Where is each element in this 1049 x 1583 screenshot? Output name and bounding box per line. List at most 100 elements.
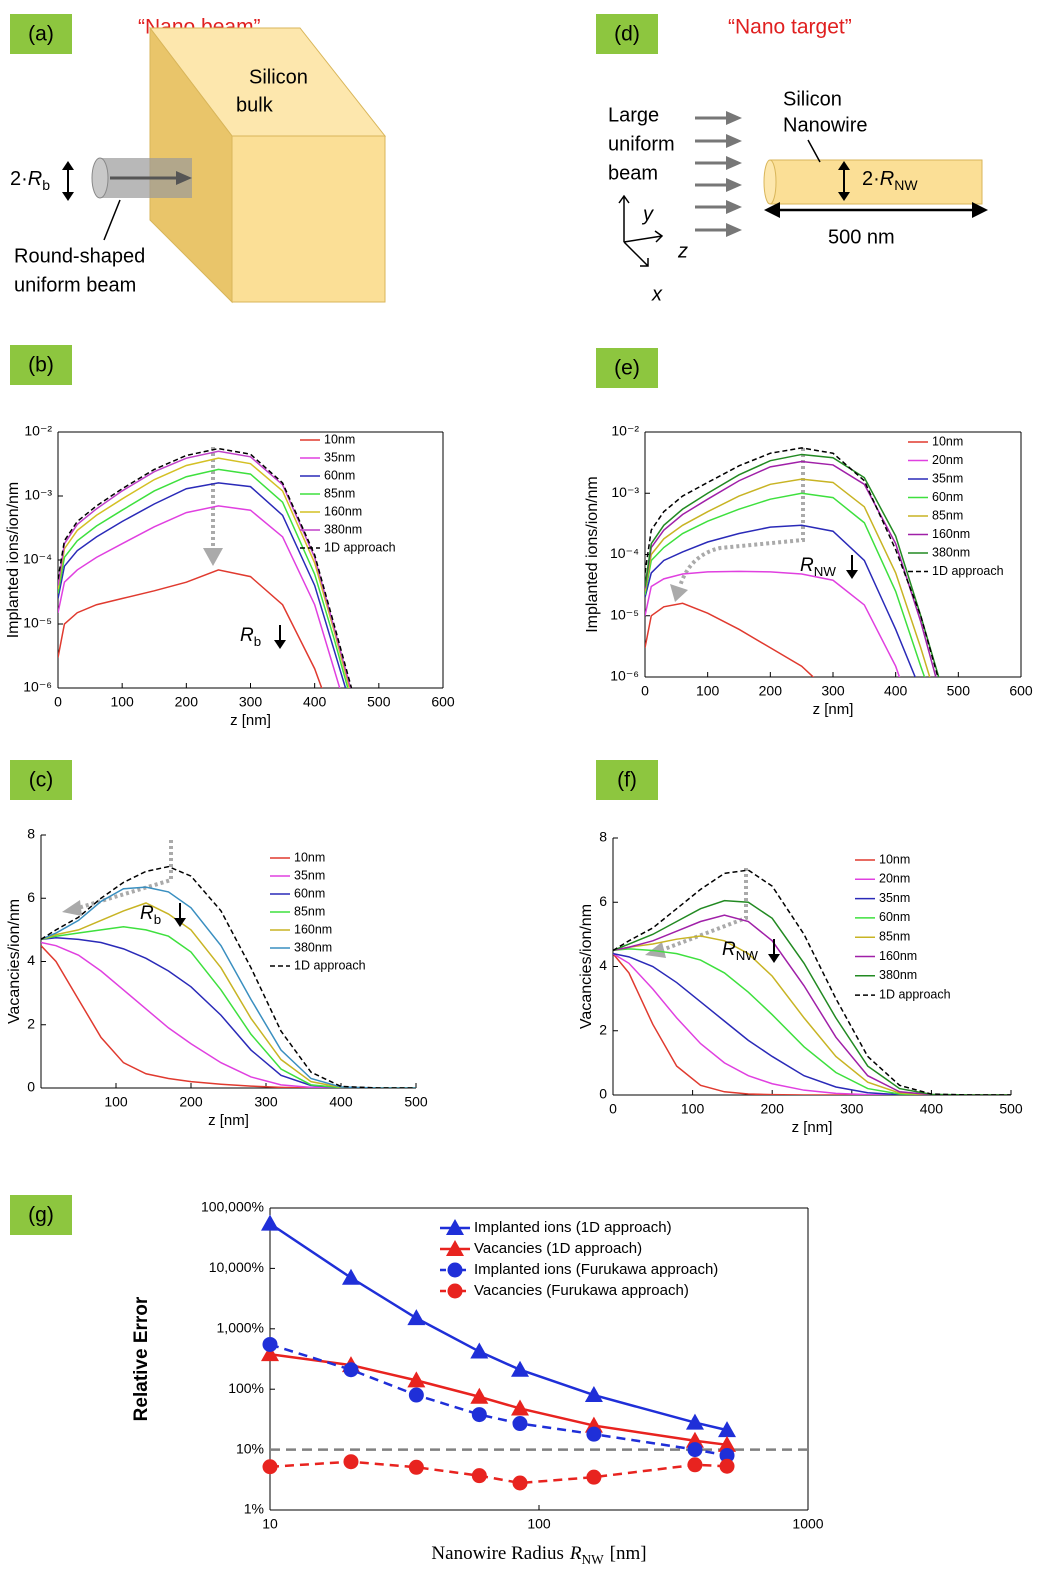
size-arrow-head (838, 192, 850, 201)
x-tick-label: 400 (329, 1094, 353, 1110)
beam-label: Round-shaped (14, 245, 145, 267)
x-tick-label: 1000 (792, 1516, 823, 1532)
y-tick-label: 10⁻³ (611, 484, 639, 500)
marker (719, 1458, 735, 1474)
marker (446, 1219, 464, 1235)
y-tick-label: 10⁻³ (24, 487, 52, 503)
y-tick-label: 10⁻⁶ (610, 668, 639, 684)
size-arrow-head (62, 192, 74, 201)
y-axis-label: Relative Error (131, 1296, 152, 1421)
y-tick-label: 10⁻⁵ (23, 615, 52, 631)
symbol: R (140, 903, 154, 924)
subscript: NW (814, 564, 837, 579)
series-line (58, 482, 347, 688)
series-line (645, 460, 937, 677)
x-tick-label: 100 (681, 1101, 705, 1117)
annotation: Rb (140, 903, 161, 927)
x-tick-label: 0 (54, 694, 62, 710)
x-axis-label: z [nm] (792, 1119, 833, 1136)
annotation-arrow-head (768, 954, 780, 963)
x-tick-label: 400 (920, 1101, 944, 1117)
marker (262, 1336, 278, 1352)
y-tick-label: 10⁻⁶ (23, 679, 52, 695)
nanowire-end (763, 159, 777, 205)
panel-label-box (596, 348, 658, 388)
marker (512, 1416, 528, 1432)
series-line (270, 1343, 728, 1457)
legend-label: 160nm (324, 504, 362, 518)
series-line (645, 524, 916, 677)
marker (685, 1413, 704, 1430)
legend-label: 1D approach (294, 958, 366, 972)
series-line (613, 948, 1011, 1095)
material-label: bulk (236, 94, 274, 116)
legend-label: 160nm (879, 949, 917, 963)
x-tick-label: 0 (609, 1101, 617, 1117)
y-tick-label: 10% (236, 1440, 264, 1456)
x-tick-label: 100 (110, 694, 134, 710)
panel-label-box (596, 760, 658, 800)
marker (408, 1459, 424, 1475)
marker (261, 1214, 279, 1231)
y-tick-label: 6 (599, 893, 607, 909)
length-arrow-head (972, 202, 988, 218)
prefix: 2· (862, 168, 880, 190)
marker (407, 1309, 426, 1326)
beam-label: Large (608, 104, 659, 126)
guide-arrows (77, 447, 805, 952)
x-tick-label: 100 (527, 1516, 551, 1532)
coordinate-axes (618, 194, 664, 267)
leader-line (103, 199, 121, 241)
diameter: 2·RNW (862, 168, 918, 192)
marker (470, 1387, 489, 1404)
symbol: R (880, 168, 894, 190)
legend-label: 35nm (932, 471, 963, 485)
series-line (613, 899, 1011, 1095)
marker (719, 1447, 735, 1463)
annotation-arrow-head (846, 570, 858, 579)
marker (446, 1240, 464, 1256)
marker (586, 1426, 602, 1442)
legend-label: 380nm (324, 522, 362, 536)
annotation-arrow-head (274, 640, 286, 649)
panel-label: (a) (28, 23, 54, 46)
x-tick-label: 300 (254, 1094, 278, 1110)
x-axis-label: z [nm] (813, 701, 854, 718)
leader-line (807, 139, 821, 163)
series-line (41, 925, 416, 1088)
marker (447, 1283, 463, 1299)
length-arrow-head (764, 202, 780, 218)
beam-size: 2·Rb (10, 168, 50, 192)
series-line (645, 492, 926, 677)
x-tick-label: 500 (404, 1094, 428, 1110)
panel-label-box (10, 1195, 72, 1235)
label-text: Nanowire Radius (431, 1543, 563, 1564)
y-tick-label: 8 (27, 826, 35, 842)
series-line (58, 569, 323, 688)
beam-label: beam (608, 162, 658, 184)
legend-label: 160nm (932, 527, 970, 541)
size-arrow-head (838, 161, 850, 170)
series-line (645, 447, 939, 677)
x-tick-label: 500 (367, 694, 391, 710)
beam-label: uniform beam (14, 274, 136, 296)
series-line (270, 1460, 728, 1485)
legend-label: 85nm (324, 486, 355, 500)
subscript: NW (736, 948, 759, 963)
legend-label: Vacancies (1D approach) (474, 1240, 642, 1257)
y-tick-label: 6 (27, 889, 35, 905)
x-tick-label: 200 (175, 694, 199, 710)
marker (447, 1262, 463, 1278)
series-line (58, 505, 341, 688)
y-tick-label: 100,000% (201, 1199, 264, 1215)
legend-label: 380nm (879, 968, 917, 982)
series-line (58, 447, 353, 688)
series-line (613, 869, 1011, 1095)
marker (511, 1360, 530, 1377)
panel-label: (d) (614, 23, 640, 46)
beam-arrows (695, 116, 728, 232)
series-line (41, 902, 416, 1088)
legend-label: Vacancies (Furukawa approach) (474, 1282, 689, 1299)
series-line (645, 602, 815, 677)
